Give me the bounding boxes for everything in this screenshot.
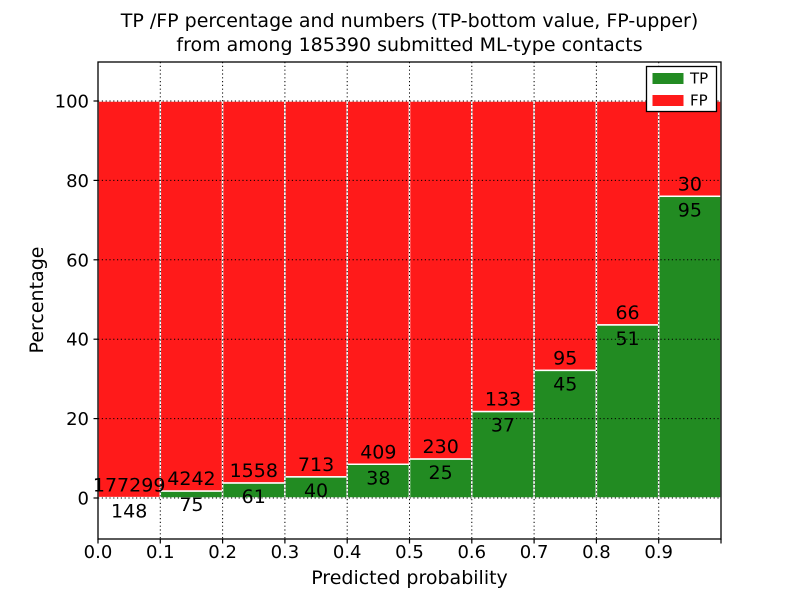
bar-fp-2	[221, 100, 286, 484]
fp-count-label: 4242	[167, 468, 215, 490]
tp-count-label: 38	[366, 467, 390, 489]
legend-label-tp: TP	[689, 70, 708, 88]
x-tick-label: 0.0	[84, 542, 113, 563]
x-axis-label: Predicted probability	[311, 567, 508, 589]
bar-tp-4	[346, 463, 411, 499]
fp-count-label: 95	[553, 347, 577, 369]
tp-count-label: 37	[491, 415, 515, 437]
bar-fp-8	[595, 100, 660, 326]
fp-count-label: 230	[423, 436, 459, 458]
x-tick-label: 0.2	[208, 542, 237, 563]
tp-count-label: 61	[242, 486, 266, 508]
x-tick-label: 0.5	[395, 542, 424, 563]
chart-title-line-1: TP /FP percentage and numbers (TP-bottom…	[120, 10, 699, 32]
fp-count-label: 713	[298, 454, 334, 476]
bar-fp-7	[533, 100, 598, 372]
y-tick-label: 20	[66, 409, 89, 430]
x-tick-label: 0.6	[457, 542, 486, 563]
x-tick-label: 0.4	[333, 542, 362, 563]
legend-swatch-fp	[652, 95, 684, 106]
y-tick-label: 80	[66, 171, 89, 192]
bar-fp-1	[159, 100, 224, 492]
x-tick-label: 0.8	[582, 542, 611, 563]
tp-count-label: 45	[553, 373, 577, 395]
bar-fp-6	[471, 100, 535, 413]
y-tick-label: 0	[78, 489, 89, 510]
fp-count-label: 1558	[230, 460, 278, 482]
tp-count-label: 40	[304, 480, 328, 502]
legend-swatch-tp	[652, 73, 684, 84]
tp-count-label: 95	[678, 199, 702, 221]
x-tick-label: 0.1	[146, 542, 175, 563]
fp-count-label: 177299	[93, 475, 166, 497]
fp-count-label: 133	[485, 389, 521, 411]
legend-label-fp: FP	[690, 92, 708, 110]
bar-fp-0	[97, 100, 162, 499]
x-tick-label: 0.9	[644, 542, 673, 563]
tp-count-label: 75	[179, 494, 203, 516]
tp-count-label: 51	[615, 328, 639, 350]
fp-count-label: 30	[678, 173, 702, 195]
bar-fp-4	[346, 100, 411, 466]
bar-tp-8	[595, 324, 660, 499]
x-tick-label: 0.7	[520, 542, 549, 563]
fp-count-label: 66	[615, 302, 639, 324]
y-tick-label: 60	[66, 250, 89, 271]
tp-count-label: 148	[111, 501, 147, 523]
bar-fp-5	[408, 100, 473, 460]
tp-count-label: 25	[429, 462, 453, 484]
bar-tp-9	[657, 195, 722, 499]
x-tick-label: 0.3	[271, 542, 300, 563]
y-tick-label: 100	[55, 92, 89, 113]
chart-title-line-2: from among 185390 submitted ML-type cont…	[176, 34, 642, 56]
fp-count-label: 409	[360, 441, 396, 463]
bar-fp-3	[284, 100, 348, 478]
y-tick-label: 40	[66, 330, 89, 351]
y-axis-label: Percentage	[26, 247, 48, 354]
